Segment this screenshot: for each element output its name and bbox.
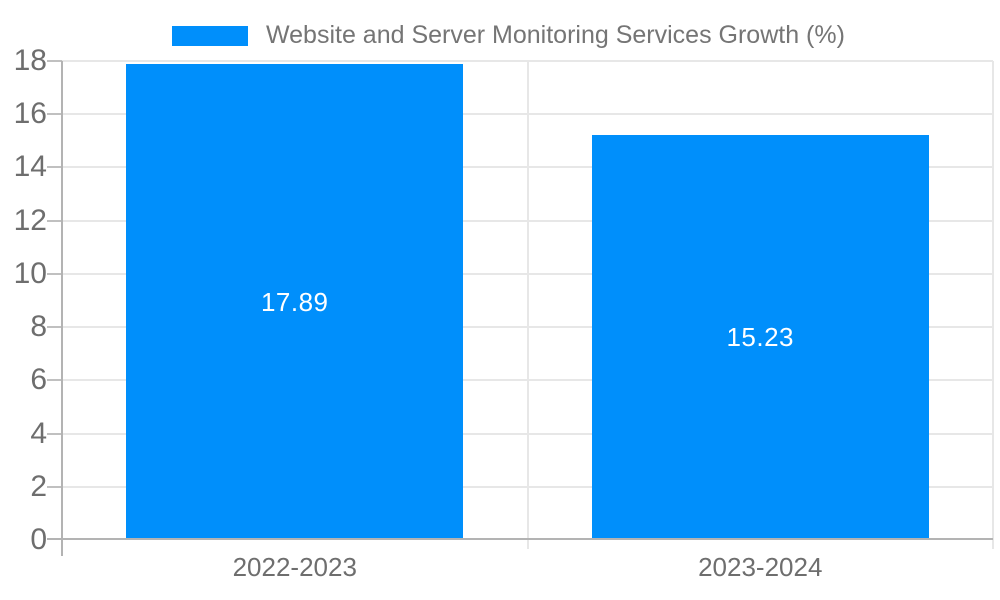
y-axis-label: 4 (30, 416, 47, 450)
y-axis-tick (47, 485, 62, 488)
y-axis-label: 12 (13, 203, 47, 237)
x-axis-label: 2022-2023 (232, 552, 357, 582)
x-axis-label: 2023-2024 (698, 552, 823, 582)
x-axis-line (47, 538, 993, 540)
y-axis-tick (47, 432, 62, 435)
bar-2023-2024[interactable]: 15.23 (591, 134, 929, 540)
bar-2022-2023[interactable]: 17.89 (126, 63, 464, 540)
y-axis-label: 8 (30, 310, 47, 344)
y-axis-label: 18 (13, 44, 47, 77)
x-gridline (526, 61, 529, 549)
y-axis-label: 2 (30, 469, 47, 503)
y-axis-tick (47, 326, 62, 329)
y-axis-label: 16 (13, 97, 47, 131)
y-axis-label: 6 (30, 363, 47, 397)
chart-legend[interactable]: Website and Server Monitoring Services G… (172, 21, 845, 50)
y-axis-tick (47, 166, 62, 169)
y-axis-tick (47, 113, 62, 116)
y-axis-tick (47, 219, 62, 222)
y-axis-label: 0 (30, 523, 47, 556)
bar-value-label: 17.89 (260, 286, 329, 317)
plot-area: 17.89 15.23 (62, 60, 994, 549)
y-axis-tick (47, 272, 62, 275)
legend-swatch-icon (172, 25, 248, 46)
y-axis-label: 10 (13, 256, 47, 290)
y-axis-line (61, 61, 63, 556)
y-axis-tick (47, 60, 62, 62)
x-gridline (992, 61, 994, 549)
y-axis-label: 14 (13, 150, 47, 184)
y-axis-tick (47, 379, 62, 382)
bar-value-label: 15.23 (726, 322, 795, 353)
legend-label: Website and Server Monitoring Services G… (266, 21, 845, 49)
